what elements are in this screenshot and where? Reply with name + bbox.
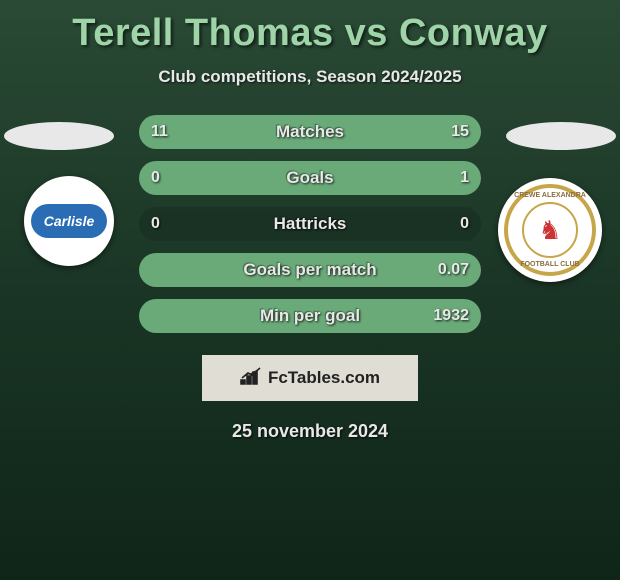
stat-value-right: 0.07 (438, 261, 469, 279)
stat-value-right: 1932 (433, 307, 469, 325)
stats-container: 11 Matches 15 0 Goals 1 0 Hattricks 0 Goals per m… (0, 115, 620, 333)
date-label: 25 november 2024 (0, 421, 620, 442)
chart-icon (240, 367, 262, 390)
stat-row: Min per goal 1932 (139, 299, 481, 333)
stat-value-right: 0 (460, 215, 469, 233)
branding-box: FcTables.com (202, 355, 418, 401)
page-title: Terell Thomas vs Conway (0, 0, 620, 55)
stat-label: Goals (286, 168, 333, 188)
stat-label: Matches (276, 122, 344, 142)
subtitle: Club competitions, Season 2024/2025 (0, 67, 620, 87)
branding-label: FcTables.com (268, 368, 380, 388)
stat-value-left: 0 (151, 215, 160, 233)
stat-row: 0 Hattricks 0 (139, 207, 481, 241)
stat-label: Hattricks (274, 214, 347, 234)
stat-value-left: 11 (151, 123, 168, 141)
stat-row: 11 Matches 15 (139, 115, 481, 149)
stat-value-right: 1 (460, 169, 469, 187)
stat-label: Goals per match (243, 260, 376, 280)
stat-row: Goals per match 0.07 (139, 253, 481, 287)
stat-row: 0 Goals 1 (139, 161, 481, 195)
stat-value-left: 0 (151, 169, 160, 187)
stat-value-right: 15 (451, 123, 469, 141)
stat-label: Min per goal (260, 306, 360, 326)
